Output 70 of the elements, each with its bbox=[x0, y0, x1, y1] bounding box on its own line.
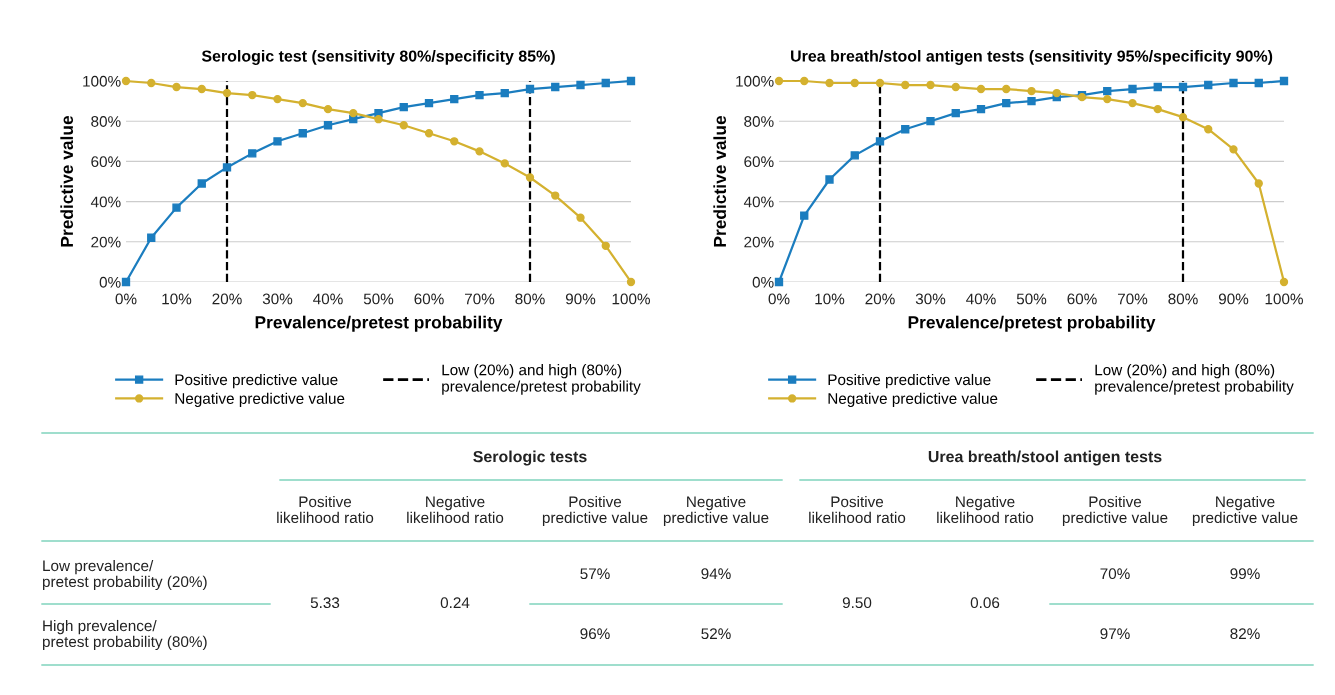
x-tick-label: 70% bbox=[1117, 293, 1148, 305]
legend-label: Positive predictive value bbox=[175, 373, 338, 389]
text: Positive predictive value bbox=[1062, 495, 1168, 527]
text: Positive likelihood ratio bbox=[809, 495, 906, 524]
text: 97% bbox=[1100, 628, 1130, 640]
text: Low prevalence/ pretest probability (20%) bbox=[42, 559, 207, 591]
x-tick-label: 10% bbox=[815, 293, 845, 305]
y-tick-label: 80% bbox=[91, 116, 121, 127]
text: Serologic tests bbox=[473, 450, 587, 466]
y-tick-label: 100% bbox=[83, 75, 121, 87]
legend-label: Negative predictive value bbox=[175, 392, 345, 407]
text: 70% bbox=[1100, 568, 1130, 580]
x-tick-label: 70% bbox=[464, 293, 495, 305]
x-tick-label: 50% bbox=[1016, 293, 1047, 305]
x-tick-label: 20% bbox=[212, 293, 242, 305]
x-tick-label: 50% bbox=[363, 293, 394, 305]
y-tick-label: 40% bbox=[743, 196, 774, 208]
text: Negative predictive value bbox=[663, 495, 769, 527]
text: 0.06 bbox=[970, 597, 1000, 609]
legend-label: Positive predictive value bbox=[828, 373, 991, 389]
x-tick-label: 100% bbox=[1265, 293, 1303, 305]
y-tick-label: 60% bbox=[744, 156, 774, 168]
y-axis-title: Predictive value bbox=[713, 115, 727, 247]
x-tick-label: 0% bbox=[115, 293, 137, 305]
x-tick-label: 40% bbox=[313, 293, 343, 305]
text: 94% bbox=[701, 568, 731, 580]
text: 57% bbox=[580, 568, 610, 580]
x-axis-title: Prevalence/pretest probability bbox=[255, 315, 503, 332]
y-axis-title: Predictive value bbox=[60, 115, 74, 247]
x-tick-label: 60% bbox=[1067, 293, 1097, 305]
legend-label: Low (20%) and high (80%) prevalence/pretest probability bbox=[442, 364, 641, 395]
x-tick-label: 30% bbox=[915, 293, 946, 305]
text: 0.24 bbox=[440, 597, 470, 609]
x-tick-label: 40% bbox=[966, 293, 996, 305]
x-tick-label: 30% bbox=[262, 293, 293, 305]
y-tick-label: 0% bbox=[752, 276, 774, 288]
chart-title: Serologic test (sensitivity 80%/specificity 85%) bbox=[201, 49, 555, 65]
text: Positive predictive value bbox=[542, 495, 648, 527]
y-tick-label: 60% bbox=[91, 156, 121, 168]
text: 82% bbox=[1230, 628, 1260, 640]
y-tick-label: 0% bbox=[99, 276, 121, 288]
text: 52% bbox=[701, 628, 731, 640]
text: Negative predictive value bbox=[1192, 495, 1298, 527]
y-tick-label: 20% bbox=[91, 236, 121, 248]
y-tick-label: 100% bbox=[736, 75, 774, 87]
text: 99% bbox=[1230, 568, 1260, 580]
x-tick-label: 80% bbox=[515, 293, 545, 305]
x-tick-label: 10% bbox=[162, 293, 192, 305]
x-tick-label: 0% bbox=[768, 293, 790, 305]
legend-label: Negative predictive value bbox=[828, 392, 998, 407]
y-tick-label: 80% bbox=[744, 116, 774, 127]
x-axis-title: Prevalence/pretest probability bbox=[908, 315, 1156, 332]
text: 5.33 bbox=[310, 597, 340, 609]
x-tick-label: 90% bbox=[1218, 293, 1249, 305]
text: 96% bbox=[580, 628, 610, 640]
text: Negative likelihood ratio bbox=[937, 495, 1034, 524]
text: High prevalence/ pretest probability (80%) bbox=[42, 619, 207, 651]
x-tick-label: 20% bbox=[865, 293, 895, 305]
x-tick-label: 80% bbox=[1168, 293, 1198, 305]
y-tick-label: 20% bbox=[744, 236, 774, 248]
legend-label: Low (20%) and high (80%) prevalence/pretest probability bbox=[1095, 364, 1294, 395]
y-tick-label: 40% bbox=[90, 196, 121, 208]
x-tick-label: 60% bbox=[414, 293, 444, 305]
chart-title: Urea breath/stool antigen tests (sensitivity 95%/specificity 90%) bbox=[791, 49, 1273, 65]
text: Positive likelihood ratio bbox=[277, 495, 374, 524]
x-tick-label: 90% bbox=[565, 293, 596, 305]
text: Urea breath/stool antigen tests bbox=[928, 450, 1162, 466]
x-tick-label: 100% bbox=[612, 293, 650, 305]
text: Negative likelihood ratio bbox=[407, 495, 504, 524]
text: 9.50 bbox=[842, 597, 872, 609]
